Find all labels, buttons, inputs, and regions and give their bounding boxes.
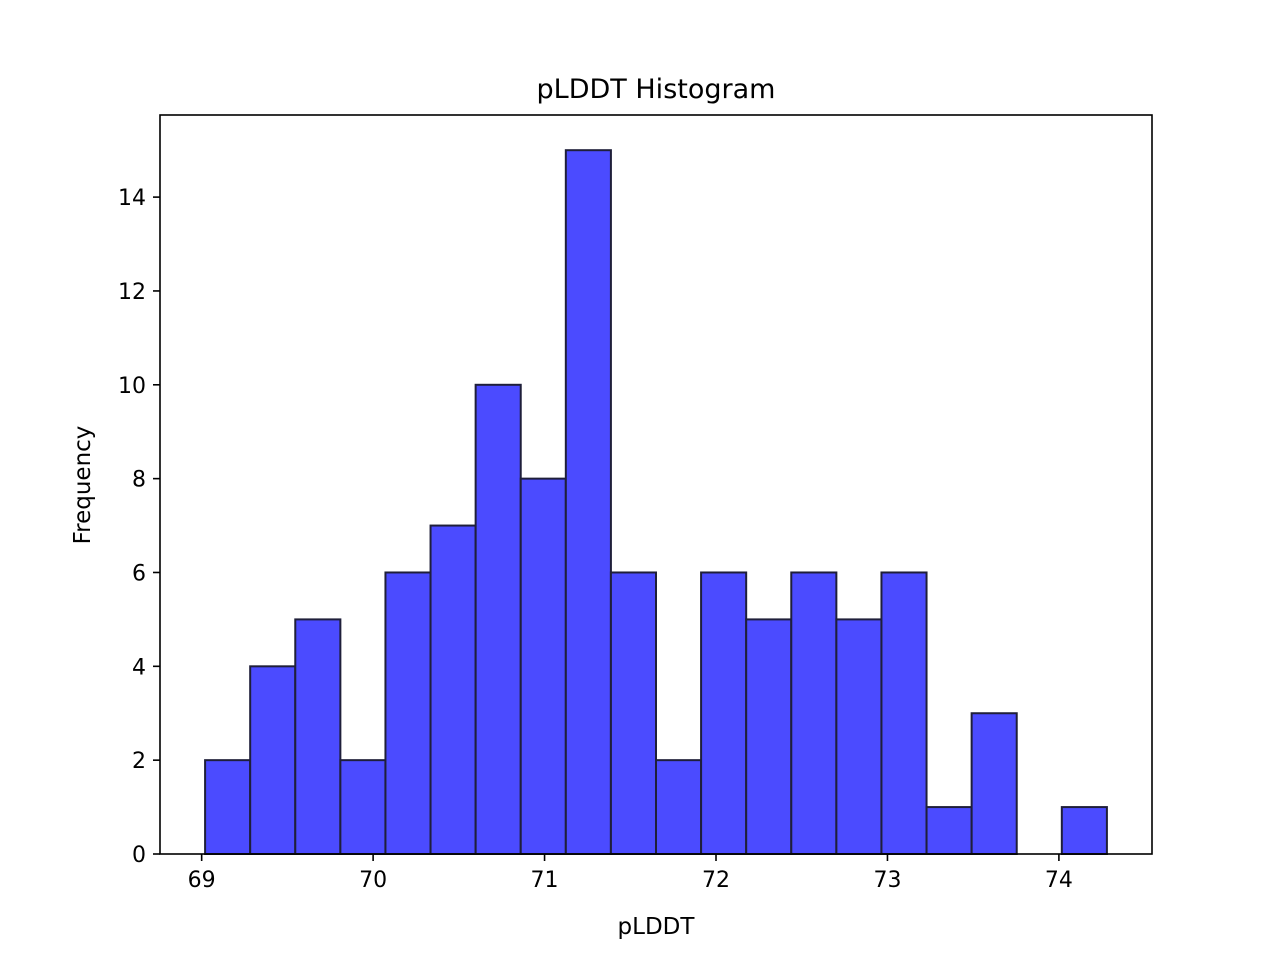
histogram-bar xyxy=(519,477,567,855)
histogram-bar xyxy=(700,571,748,855)
histogram-bar xyxy=(474,383,522,855)
histogram-bar xyxy=(249,665,297,855)
histogram-bar xyxy=(294,618,342,856)
histogram-bar xyxy=(880,571,928,855)
histogram-bar xyxy=(564,149,612,855)
x-tick-label: 72 xyxy=(702,868,730,893)
y-axis-label: Frequency xyxy=(70,426,96,545)
y-tick-label: 2 xyxy=(132,749,146,774)
y-tick-label: 4 xyxy=(132,655,146,680)
y-tick-label: 6 xyxy=(132,561,146,586)
chart-title: pLDDT Histogram xyxy=(537,74,776,105)
histogram-bar xyxy=(204,759,252,856)
bars-group xyxy=(204,149,1108,856)
histogram-bar xyxy=(745,618,793,856)
histogram-bar xyxy=(970,712,1018,855)
histogram-bar xyxy=(609,571,658,855)
x-tick-label: 73 xyxy=(873,868,901,893)
x-tick-label: 71 xyxy=(531,868,559,893)
histogram-bar xyxy=(835,618,883,856)
x-tick-label: 74 xyxy=(1045,868,1073,893)
x-axis-label: pLDDT xyxy=(618,914,696,940)
histogram-bar xyxy=(1060,806,1108,855)
x-axis-ticks: 69 70 71 72 73 74 xyxy=(188,854,1073,893)
y-axis-ticks: 0 2 4 6 8 10 12 14 xyxy=(118,186,160,868)
histogram-bar xyxy=(384,571,432,855)
y-tick-label: 10 xyxy=(118,374,146,399)
plot-frame xyxy=(159,114,1153,855)
x-tick-label: 70 xyxy=(359,868,387,893)
y-tick-label: 8 xyxy=(132,468,146,493)
histogram-bar xyxy=(790,571,838,855)
y-tick-label: 0 xyxy=(132,843,146,868)
histogram-bar xyxy=(429,524,477,855)
histogram-bar xyxy=(925,806,973,855)
y-tick-label: 14 xyxy=(118,186,146,211)
histogram-bar xyxy=(339,759,387,856)
x-tick-label: 69 xyxy=(188,868,216,893)
histogram-bar xyxy=(655,759,703,856)
y-tick-label: 12 xyxy=(118,280,146,305)
